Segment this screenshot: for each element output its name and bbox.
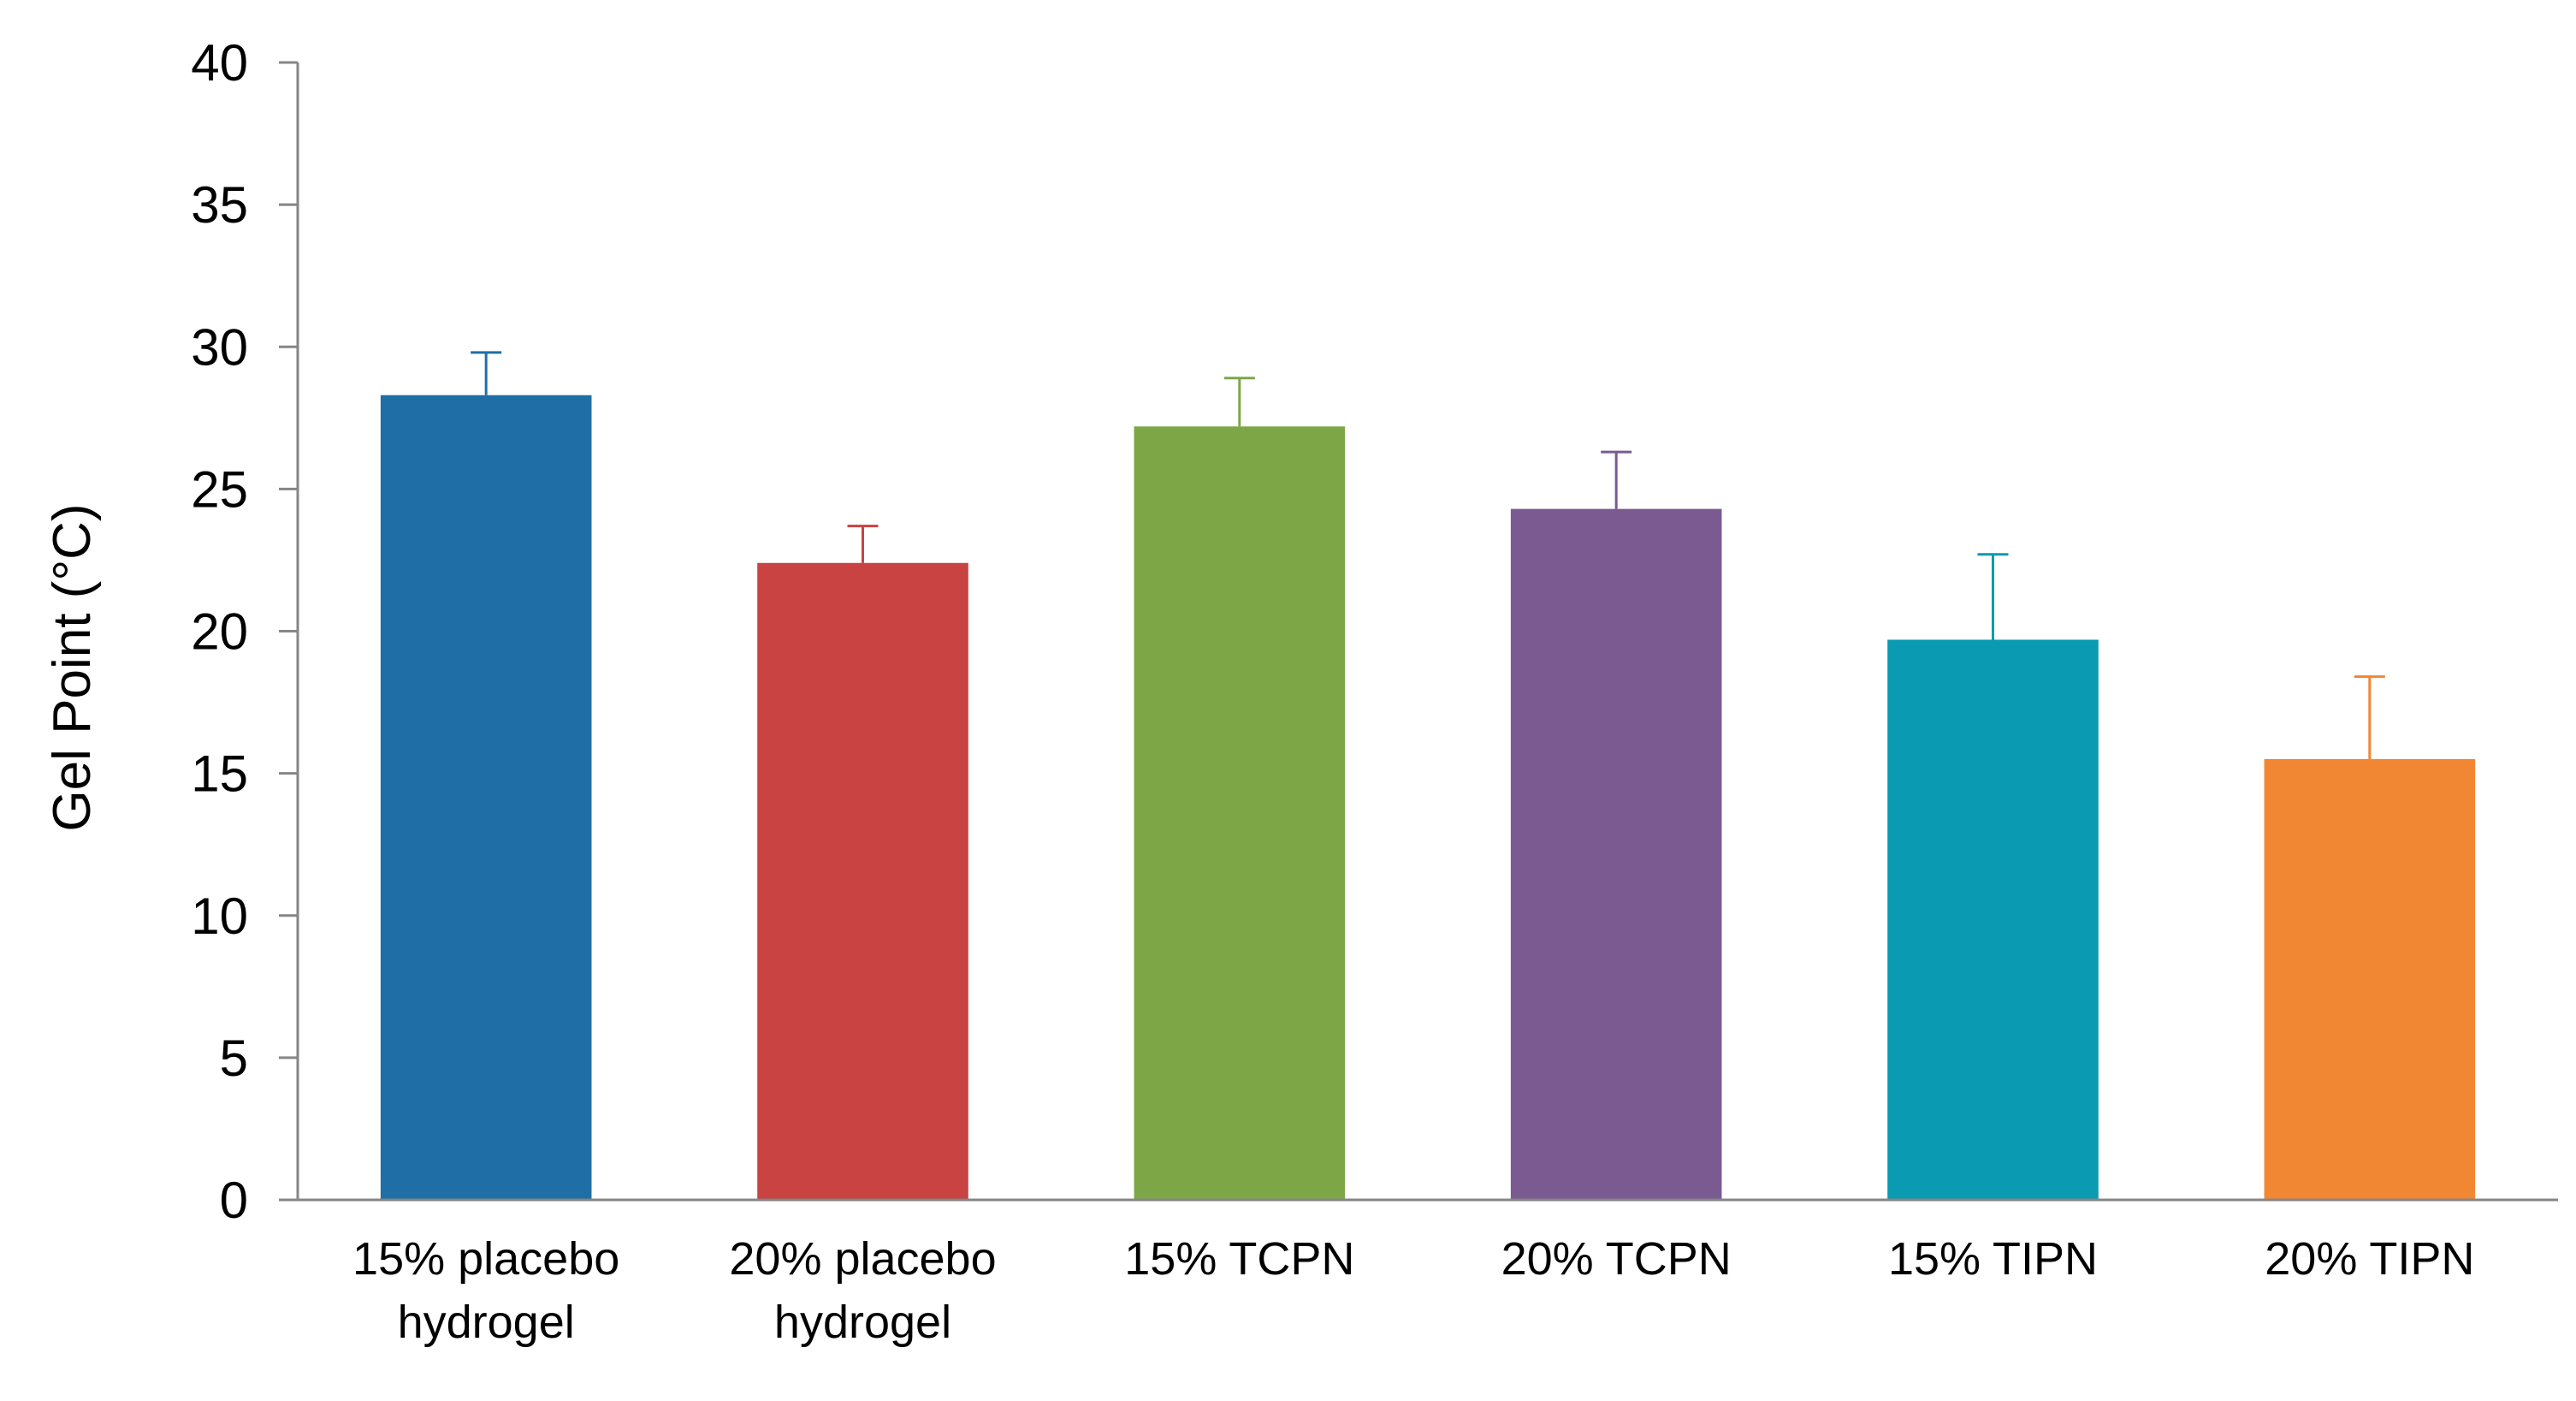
bar	[1134, 426, 1346, 1200]
y-axis-ticks: 0 5 10 15 20 25 30 35 40	[191, 34, 298, 1229]
x-tick-label: 15% TCPN	[1124, 1233, 1354, 1285]
x-axis-tick-labels: 15% placebo hydrogel 20% placebo hydrogel 15…	[352, 1233, 2474, 1348]
x-tick-label: 20% placebo hydrogel	[729, 1233, 996, 1348]
y-tick-label: 35	[191, 176, 248, 234]
bar	[1510, 508, 1722, 1200]
bar	[757, 562, 968, 1200]
bars	[380, 395, 2476, 1200]
y-tick-label: 30	[191, 318, 248, 376]
bar	[2264, 759, 2476, 1200]
bar	[380, 395, 592, 1200]
y-tick-label: 10	[191, 887, 248, 945]
error-bars	[471, 351, 2385, 760]
x-tick-label: 20% TCPN	[1501, 1233, 1732, 1285]
y-tick-label: 20	[191, 603, 248, 661]
bar	[1887, 639, 2099, 1200]
y-tick-label: 0	[220, 1172, 248, 1229]
x-tick-label: 20% TIPN	[2265, 1233, 2474, 1285]
y-tick-label: 40	[191, 34, 248, 92]
y-tick-label: 15	[191, 745, 248, 803]
y-axis-label: Gel Point (°C)	[43, 503, 102, 831]
y-tick-label: 25	[191, 460, 248, 518]
x-tick-label: 15% placebo hydrogel	[352, 1233, 619, 1348]
y-tick-label: 5	[220, 1030, 248, 1087]
x-tick-label: 15% TIPN	[1888, 1233, 2098, 1285]
